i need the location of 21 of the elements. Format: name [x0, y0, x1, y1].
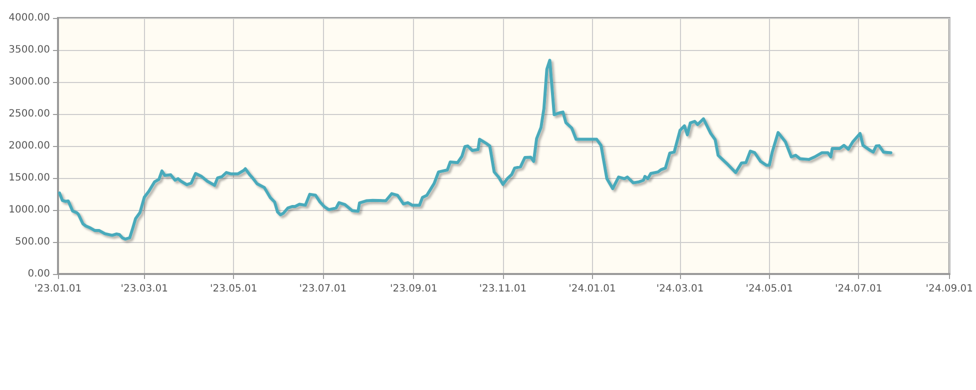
y-tick-label: 3500.00	[8, 44, 50, 56]
y-tick-label: 3000.00	[8, 76, 50, 88]
y-tick-label: 4000.00	[8, 12, 50, 24]
y-tick-label: 2000.00	[8, 140, 50, 152]
line-series	[58, 58, 892, 241]
y-tick-label: 2500.00	[8, 108, 50, 120]
x-tick-label: '23.01.01	[34, 284, 82, 294]
x-tick-label: '24.07.01	[834, 284, 882, 294]
y-tick-label: 1000.00	[8, 204, 50, 216]
y-tick-label: 0.00	[28, 268, 50, 280]
y-tick-label: 500.00	[15, 236, 50, 248]
x-tick-label: '23.11.01	[479, 284, 527, 294]
x-tick-label: '24.09.01	[926, 284, 973, 294]
y-tick-label: 1500.00	[8, 172, 50, 184]
x-tick-label: '23.05.01	[210, 284, 258, 294]
x-tick-label: '23.03.01	[120, 284, 168, 294]
x-tick-label: '23.07.01	[299, 284, 347, 294]
x-tick-label: '24.03.01	[656, 284, 704, 294]
x-tick-label: '24.05.01	[746, 284, 793, 294]
x-tick-label: '23.09.01	[390, 284, 438, 294]
x-tick-label: '24.01.01	[568, 284, 616, 294]
